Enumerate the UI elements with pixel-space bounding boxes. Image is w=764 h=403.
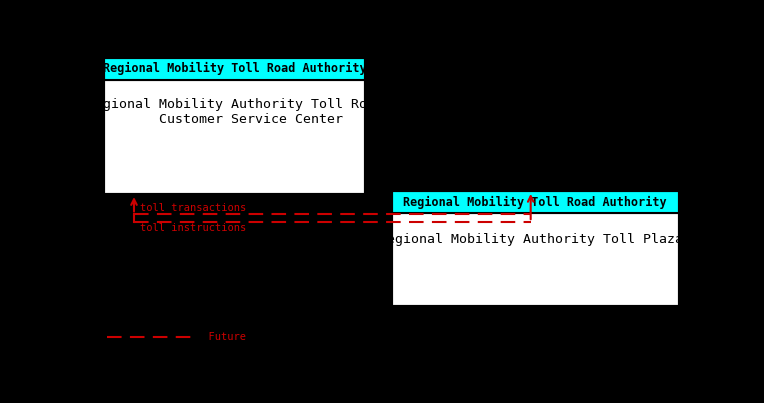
Text: Regional Mobility Authority Toll Road
    Customer Service Center: Regional Mobility Authority Toll Road Cu… <box>86 98 383 126</box>
Text: Future: Future <box>196 332 246 342</box>
Bar <box>392 191 678 214</box>
Bar <box>105 58 365 80</box>
Bar <box>392 214 678 306</box>
Bar <box>105 58 365 194</box>
Text: toll instructions: toll instructions <box>140 223 246 233</box>
Text: Regional Mobility Toll Road Authority: Regional Mobility Toll Road Authority <box>103 62 367 75</box>
Text: Regional Mobility Toll Road Authority: Regional Mobility Toll Road Authority <box>403 196 667 209</box>
Bar <box>392 191 678 306</box>
Text: toll transactions: toll transactions <box>140 203 246 213</box>
Bar <box>105 80 365 194</box>
Text: Regional Mobility Authority Toll Plazas: Regional Mobility Authority Toll Plazas <box>379 233 691 246</box>
